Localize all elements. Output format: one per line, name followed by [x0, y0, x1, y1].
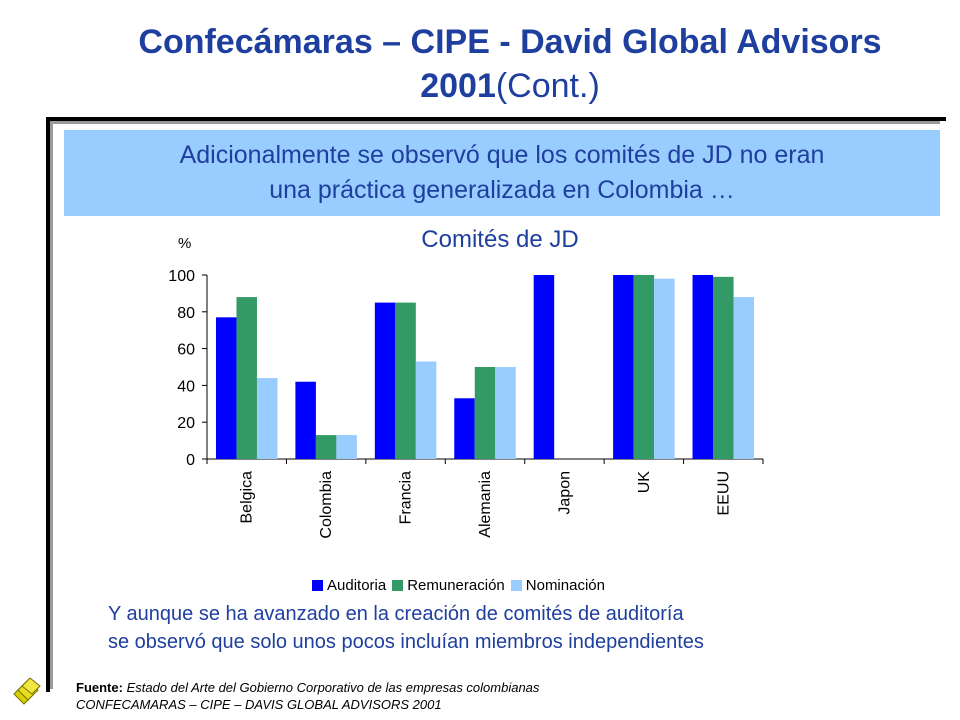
- source-footer: Fuente: Estado del Arte del Gobierno Cor…: [76, 679, 539, 713]
- legend-swatch-remuneracion: [392, 580, 404, 591]
- bar-japon-0: [533, 275, 555, 459]
- y-tick-label: 0: [186, 452, 195, 469]
- bar-uk-0: [613, 275, 634, 459]
- chart-legend: Auditoria Remuneración Nominación: [312, 577, 611, 594]
- bar-eeuu-2: [733, 297, 755, 459]
- bar-belgica-0: [215, 317, 237, 459]
- x-category-label: EEUU: [715, 471, 732, 515]
- chart-title: Comités de JD: [421, 226, 579, 253]
- footer-line-2: CONFECAMARAS – CIPE – DAVIS GLOBAL ADVIS…: [76, 697, 442, 712]
- callout-line-1: Adicionalmente se observó que los comité…: [179, 141, 825, 169]
- bar-chart: 0 20 40 60 80 100 Belgica Colombia Francia Aleman…: [168, 268, 764, 539]
- footer-source: Estado del Arte del Gobierno Corporativo…: [122, 680, 540, 695]
- legend-swatch-auditoria: [312, 580, 323, 591]
- y-tick-label: 80: [177, 305, 195, 322]
- callout-line-2: una práctica generalizada en Colombia …: [269, 176, 735, 204]
- x-category-label: Belgica: [239, 471, 256, 524]
- note-line-2: se observó que solo unos pocos incluían …: [108, 631, 704, 653]
- bar-belgica-1: [236, 297, 257, 459]
- legend-item-nominacion: Nominación: [510, 577, 605, 594]
- frame-top-border: [46, 117, 946, 121]
- note-line-1: Y aunque se ha avanzado en la creación d…: [108, 603, 684, 625]
- bar-alemania-1: [474, 367, 496, 459]
- y-tick-label: 40: [177, 378, 195, 395]
- x-category-label: Alemania: [477, 471, 494, 538]
- bar-alemania-2: [495, 367, 516, 459]
- y-tick-label: 20: [177, 415, 195, 432]
- x-category-label: Francia: [398, 471, 415, 524]
- x-category-label: Japon: [556, 471, 573, 515]
- bar-uk-1: [633, 275, 655, 459]
- page-title: Confecámaras – CIPE - David Global Advis…: [60, 20, 960, 108]
- conclusion-note: Y aunque se ha avanzado en la creación d…: [108, 600, 928, 656]
- frame-shadow-top: [50, 121, 940, 124]
- y-tick-label: 100: [168, 268, 195, 285]
- legend-label-auditoria: Auditoria: [327, 577, 387, 594]
- stacked-diamonds-logo-icon: [13, 677, 41, 705]
- title-main: Confecámaras – CIPE - David Global Advis…: [138, 23, 882, 105]
- bar-eeuu-0: [692, 275, 714, 459]
- legend-item-auditoria: Auditoria: [312, 577, 386, 594]
- footer-line-1: Fuente: Estado del Arte del Gobierno Cor…: [76, 679, 539, 696]
- bar-uk-2: [654, 278, 675, 459]
- bar-alemania-0: [454, 398, 475, 459]
- callout-box: Adicionalmente se observó que los comité…: [64, 130, 940, 216]
- legend-swatch-nominacion: [510, 580, 522, 591]
- legend-item-remuneracion: Remuneración: [392, 577, 505, 594]
- x-category-label: Colombia: [318, 471, 335, 539]
- bar-francia-2: [415, 361, 437, 459]
- frame-shadow-left: [50, 121, 53, 689]
- x-category-label: UK: [636, 471, 653, 494]
- bar-francia-0: [374, 302, 396, 459]
- bar-colombia-1: [315, 435, 337, 459]
- y-tick-label: 60: [177, 342, 195, 359]
- bar-belgica-2: [256, 378, 278, 459]
- frame-left-border: [46, 117, 50, 692]
- legend-label-nominacion: Nominación: [525, 577, 605, 594]
- title-suffix: (Cont.): [495, 67, 600, 105]
- bar-eeuu-1: [713, 276, 734, 459]
- bar-francia-1: [395, 302, 416, 459]
- chart-title-wrap: Comités de JD: [0, 226, 960, 254]
- footer-label: Fuente:: [76, 680, 123, 695]
- y-unit-label: %: [178, 235, 192, 252]
- bar-colombia-0: [295, 381, 316, 459]
- legend-label-remuneracion: Remuneración: [407, 577, 505, 594]
- bar-colombia-2: [336, 435, 357, 459]
